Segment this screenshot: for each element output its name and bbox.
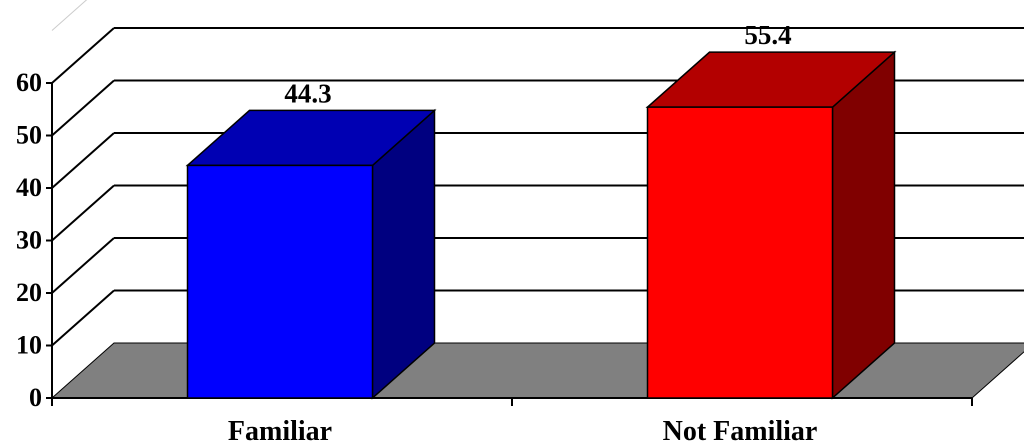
gridline-side <box>51 237 115 294</box>
y-tick-label: 20 <box>16 278 42 307</box>
bar-not-familiar <box>645 50 897 400</box>
y-tick-label: 10 <box>16 331 42 360</box>
bar-front-face <box>646 106 834 399</box>
gridline-side <box>51 79 115 137</box>
y-tick-label: 30 <box>16 226 42 255</box>
y-tick-label: 50 <box>16 121 42 150</box>
chart-text-layer: 0 10 20 30 40 50 60 44.3 Familiar 55.4 Not Familia… <box>16 20 817 446</box>
y-tick-label: 0 <box>29 383 42 412</box>
y-tick-label: 60 <box>16 68 42 97</box>
side-wall-top-edge <box>51 0 88 31</box>
y-tick-label: 40 <box>16 173 42 202</box>
gridline-side <box>51 289 115 347</box>
gridline-side <box>51 132 115 189</box>
data-label: 55.4 <box>744 20 791 50</box>
bar-side-face <box>831 50 896 400</box>
x-tick-label: Familiar <box>228 416 332 446</box>
gridline-side <box>51 184 115 242</box>
bar-front-face <box>186 164 374 399</box>
x-tick-label: Not Familiar <box>663 416 818 446</box>
bar-familiar <box>185 108 437 400</box>
gridline-side <box>51 27 115 84</box>
chart-bars-layer <box>185 50 897 400</box>
data-label: 44.3 <box>284 78 331 108</box>
